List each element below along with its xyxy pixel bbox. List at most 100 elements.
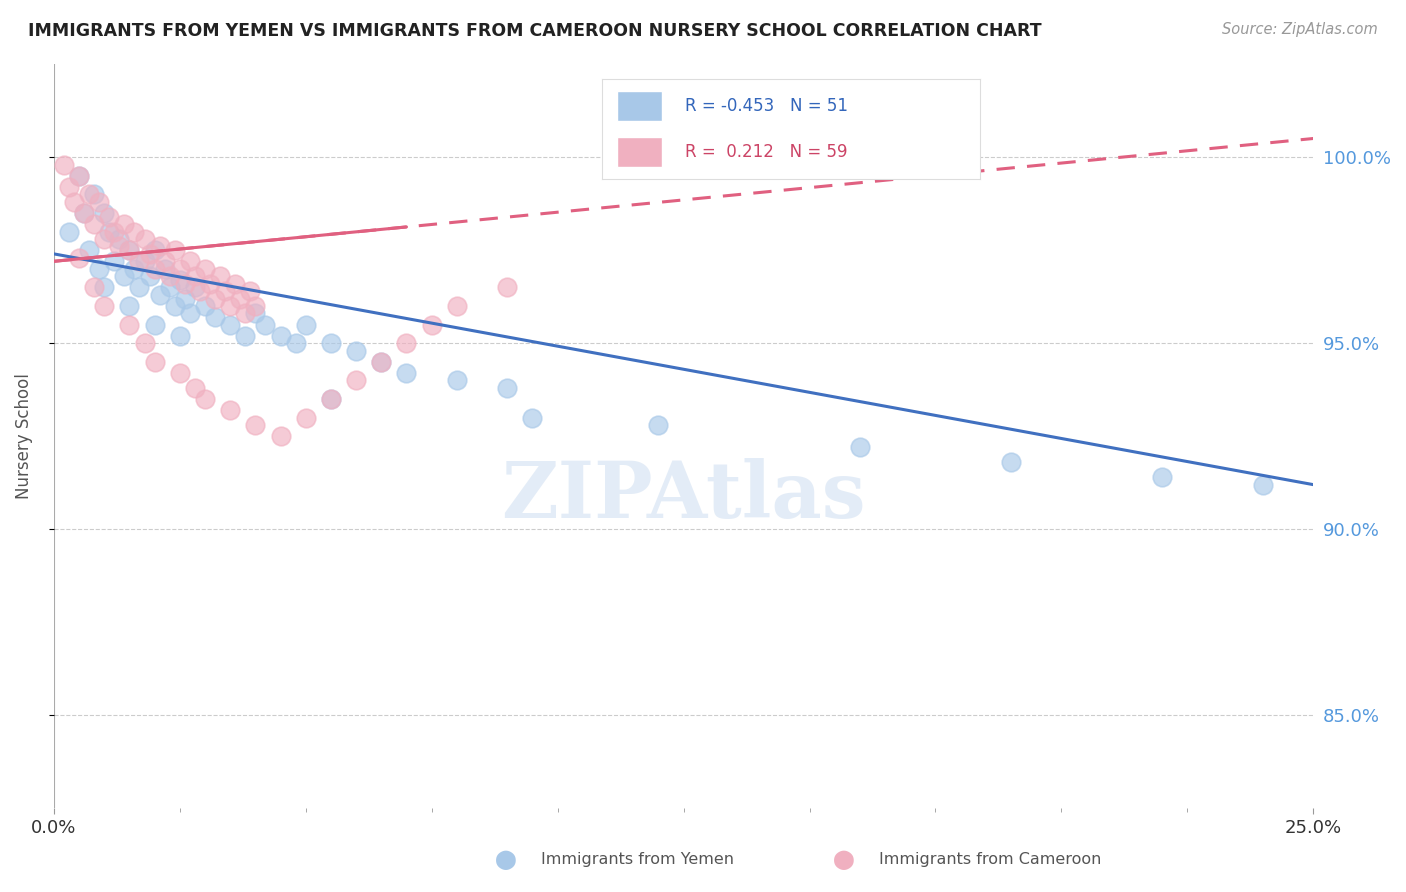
- Point: [198, 277, 221, 291]
- Point: [184, 381, 207, 395]
- Point: [173, 277, 195, 291]
- Point: [169, 273, 191, 287]
- Point: [73, 206, 96, 220]
- Point: [67, 169, 90, 183]
- Point: [294, 410, 316, 425]
- Point: [395, 336, 418, 351]
- Point: [89, 261, 111, 276]
- Point: [108, 232, 131, 246]
- Point: [134, 336, 156, 351]
- Point: [1251, 477, 1274, 491]
- Point: [849, 441, 872, 455]
- Point: [77, 187, 100, 202]
- Point: [370, 355, 392, 369]
- Point: [395, 366, 418, 380]
- Point: [270, 429, 292, 443]
- Point: [63, 194, 86, 209]
- Point: [284, 336, 307, 351]
- Point: [118, 318, 141, 332]
- Point: [446, 299, 468, 313]
- Point: [153, 254, 176, 268]
- Point: [143, 355, 166, 369]
- Point: [224, 277, 246, 291]
- Point: [319, 336, 342, 351]
- Point: [420, 318, 443, 332]
- Point: [128, 280, 150, 294]
- Point: [169, 328, 191, 343]
- Point: [245, 299, 267, 313]
- Point: [163, 243, 186, 257]
- Point: [149, 288, 172, 302]
- Text: ⬤: ⬤: [495, 850, 517, 870]
- Point: [112, 217, 135, 231]
- Point: [194, 261, 217, 276]
- Point: [143, 261, 166, 276]
- Point: [143, 243, 166, 257]
- Point: [370, 355, 392, 369]
- Point: [179, 254, 201, 268]
- Point: [319, 392, 342, 406]
- Point: [188, 284, 211, 298]
- Point: [214, 284, 236, 298]
- Point: [103, 225, 125, 239]
- Point: [98, 225, 121, 239]
- Point: [219, 299, 242, 313]
- Point: [89, 194, 111, 209]
- Point: [112, 269, 135, 284]
- Point: [344, 373, 367, 387]
- Point: [173, 292, 195, 306]
- Point: [83, 217, 105, 231]
- Point: [134, 232, 156, 246]
- Point: [446, 373, 468, 387]
- Point: [319, 392, 342, 406]
- Point: [159, 269, 181, 284]
- Point: [254, 318, 277, 332]
- Point: [496, 381, 519, 395]
- Point: [77, 243, 100, 257]
- Point: [83, 187, 105, 202]
- Point: [118, 299, 141, 313]
- Point: [204, 310, 226, 325]
- Point: [73, 206, 96, 220]
- Point: [67, 169, 90, 183]
- Point: [194, 392, 217, 406]
- Point: [93, 206, 115, 220]
- Point: [647, 418, 669, 433]
- Point: [118, 243, 141, 257]
- Point: [108, 239, 131, 253]
- Text: ZIPAtlas: ZIPAtlas: [502, 458, 866, 533]
- Point: [209, 269, 232, 284]
- Point: [163, 299, 186, 313]
- Point: [219, 318, 242, 332]
- Point: [204, 292, 226, 306]
- Point: [239, 284, 262, 298]
- Point: [522, 410, 544, 425]
- Point: [270, 328, 292, 343]
- Point: [67, 251, 90, 265]
- Point: [184, 280, 207, 294]
- Point: [118, 243, 141, 257]
- Point: [103, 254, 125, 268]
- Point: [1000, 455, 1022, 469]
- Point: [83, 280, 105, 294]
- Point: [344, 343, 367, 358]
- Point: [233, 328, 256, 343]
- Text: Immigrants from Cameroon: Immigrants from Cameroon: [879, 852, 1101, 867]
- Point: [58, 180, 80, 194]
- Point: [229, 292, 252, 306]
- Point: [128, 254, 150, 268]
- Point: [245, 418, 267, 433]
- Point: [184, 269, 207, 284]
- Point: [233, 306, 256, 320]
- Point: [93, 280, 115, 294]
- Text: IMMIGRANTS FROM YEMEN VS IMMIGRANTS FROM CAMEROON NURSERY SCHOOL CORRELATION CHA: IMMIGRANTS FROM YEMEN VS IMMIGRANTS FROM…: [28, 22, 1042, 40]
- Point: [134, 254, 156, 268]
- Text: Immigrants from Yemen: Immigrants from Yemen: [541, 852, 734, 867]
- Point: [98, 210, 121, 224]
- Point: [159, 280, 181, 294]
- Point: [194, 299, 217, 313]
- Point: [58, 225, 80, 239]
- Text: Source: ZipAtlas.com: Source: ZipAtlas.com: [1222, 22, 1378, 37]
- Point: [169, 366, 191, 380]
- Point: [294, 318, 316, 332]
